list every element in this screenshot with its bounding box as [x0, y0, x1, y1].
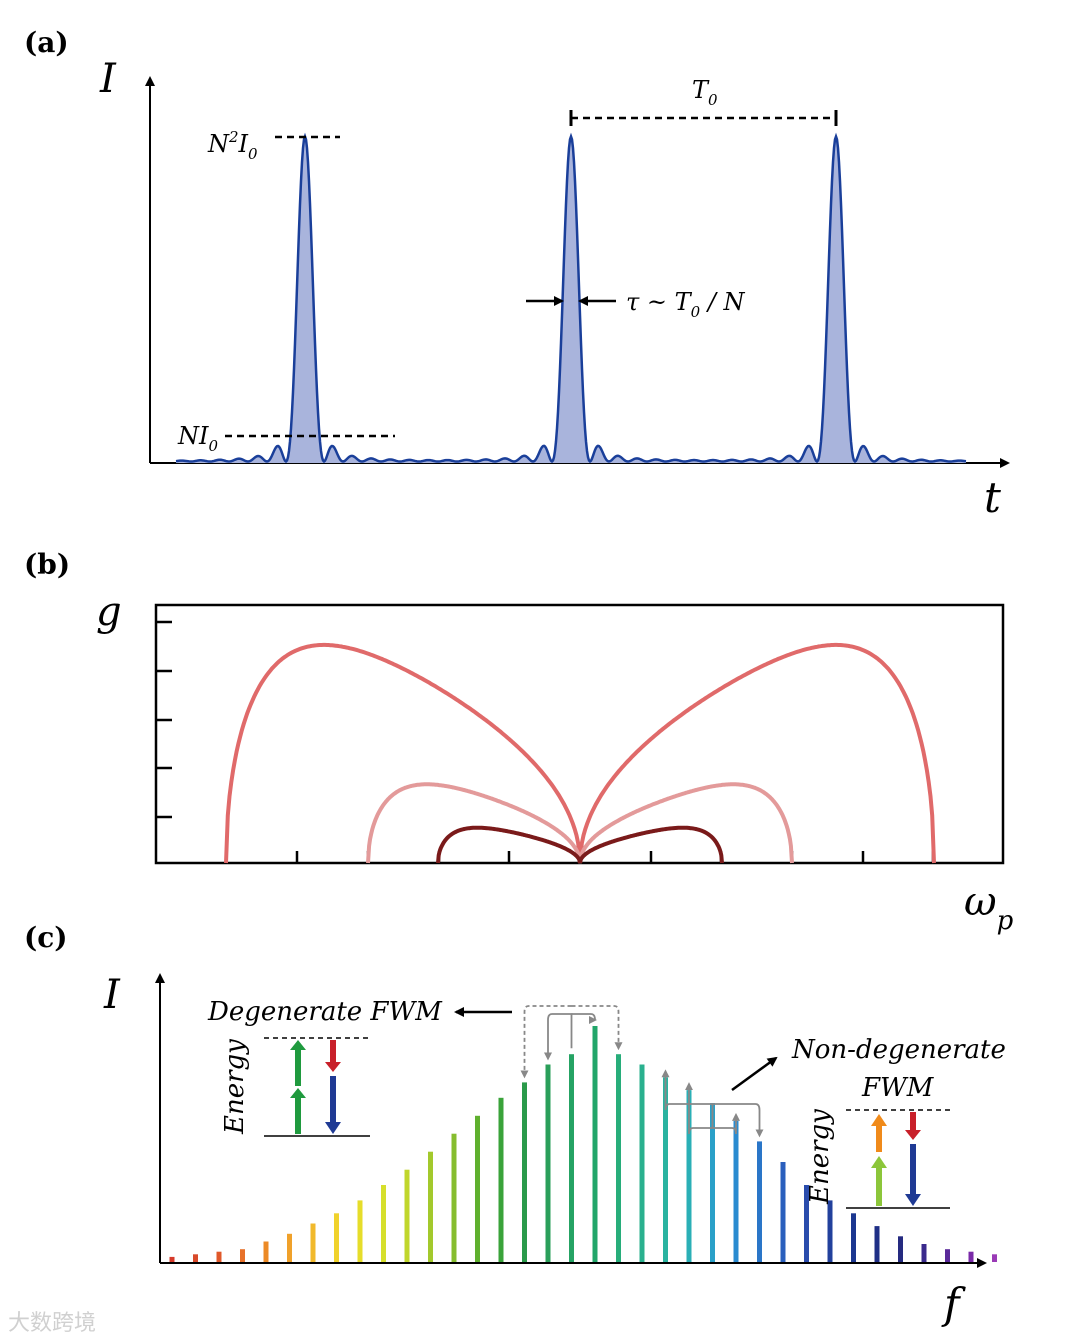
panel-c-x-label: f: [941, 1279, 966, 1328]
comb-line-bar: [921, 1244, 927, 1262]
comb-line-bar: [169, 1256, 175, 1262]
panel-c-tag: (c): [24, 921, 68, 954]
comb-line-bar: [804, 1185, 809, 1262]
comb-line-bar: [357, 1200, 363, 1262]
comb-line-bar: [334, 1213, 339, 1262]
panel-b-frame: [154, 603, 1005, 865]
panel-a: (a) I t N2I0 NI0 T0 τ ~ T0 / N: [24, 26, 1010, 522]
comb-line-bar: [193, 1254, 198, 1262]
degenerate-bracket-inner-right: [571, 1013, 599, 1022]
pump-photon-2: [295, 1048, 301, 1086]
signal-photon: [330, 1040, 336, 1064]
nd-pump-photon-2-head: [871, 1114, 887, 1126]
comb-line-bar: [263, 1241, 269, 1262]
width-label: τ ~ T0 / N: [626, 288, 746, 321]
nd-signal-photon: [910, 1112, 916, 1132]
panel-a-tag: (a): [24, 26, 69, 59]
pump-photon-1: [295, 1096, 301, 1134]
comb-line-bar: [569, 1054, 574, 1262]
comb-line-bar: [898, 1236, 903, 1262]
comb-line-bar: [404, 1169, 410, 1262]
comb-line-bar: [428, 1151, 433, 1262]
degenerate-bracket-outer-right: [571, 1005, 623, 1051]
panel-a-x-label: t: [984, 473, 1001, 522]
nd-pump-photon-2: [876, 1124, 882, 1152]
panel-b: (b) g ωp: [24, 548, 1014, 936]
nd-bracket-inner-left: [685, 1082, 714, 1135]
nondegenerate-fwm-label-line1: Non-degenerate: [791, 1035, 1006, 1065]
comb-line-bar: [780, 1162, 786, 1262]
nd-signal-photon-head: [905, 1130, 921, 1140]
energy-axis-label-left: Energy: [220, 1039, 250, 1135]
comb-line-bar: [522, 1082, 527, 1262]
comb-line-bar: [733, 1120, 739, 1262]
comb-line-bar: [968, 1251, 974, 1262]
panel-c-y-label: I: [103, 972, 121, 1018]
comb-bars: [169, 1026, 997, 1262]
comb-line-bar: [945, 1249, 950, 1262]
comb-line-bar: [639, 1064, 645, 1262]
nd-idler-photon-head: [905, 1194, 921, 1206]
comb-line-bar: [592, 1026, 598, 1262]
panel-a-y-label: I: [99, 56, 117, 102]
comb-line-bar: [616, 1054, 621, 1262]
comb-line-bar: [287, 1233, 292, 1262]
comb-line-bar: [992, 1254, 997, 1262]
pump-photon-2-head: [290, 1040, 306, 1050]
degenerate-bracket-outer-left: [520, 1005, 572, 1079]
comb-line-bar: [498, 1097, 504, 1262]
base-level-label: NI0: [177, 422, 218, 455]
comb-line-bar: [381, 1185, 386, 1262]
peak-level-label: N2I0: [207, 128, 258, 163]
comb-line-bar: [686, 1090, 692, 1262]
degenerate-bracket-inner-left: [544, 1013, 573, 1061]
comb-line-bar: [827, 1200, 833, 1262]
nondegenerate-energy-diagram: Energy: [805, 1109, 950, 1209]
comb-line-bar: [216, 1251, 222, 1262]
idler-photon: [330, 1076, 336, 1124]
nondegenerate-fwm-label-line2: FWM: [861, 1073, 935, 1103]
comb-line-bar: [710, 1103, 715, 1262]
comb-line-bar: [874, 1226, 880, 1262]
panel-b-tag: (b): [24, 548, 70, 581]
watermark: 大数跨境: [8, 1311, 96, 1336]
degenerate-fwm-label: Degenerate FWM: [207, 997, 443, 1027]
panel-b-ticks: [156, 620, 935, 863]
energy-axis-label-right: Energy: [805, 1109, 835, 1205]
pulse-train-curve: [175, 132, 967, 464]
comb-line-bar: [475, 1115, 480, 1262]
gain-curve-outer: [224, 642, 936, 864]
nd-pump-photon-1-head: [871, 1156, 887, 1168]
gain-curve-middle: [366, 782, 794, 864]
period-label: T0: [692, 76, 718, 109]
signal-photon-head: [325, 1062, 341, 1072]
pump-photon-1-head: [290, 1088, 306, 1098]
comb-line-bar: [851, 1213, 856, 1262]
comb-line-bar: [310, 1223, 316, 1262]
comb-line-bar: [451, 1133, 457, 1262]
comb-line-bar: [240, 1249, 245, 1262]
comb-line-bar: [545, 1064, 551, 1262]
nd-pump-photon-1: [876, 1166, 882, 1206]
degenerate-energy-diagram: Energy: [220, 1037, 370, 1137]
nd-bracket-inner-right: [712, 1112, 740, 1135]
nd-bracket-outer-left: [661, 1069, 713, 1111]
pulse-train-fill: [176, 136, 966, 464]
idler-photon-head: [325, 1122, 341, 1134]
nd-idler-photon: [910, 1144, 916, 1196]
panel-b-x-label: ωp: [964, 879, 1014, 936]
panel-b-y-label: g: [96, 589, 122, 635]
nd-bracket-outer-right: [712, 1103, 764, 1138]
nondegenerate-pointer-arrow: [731, 1056, 778, 1092]
fwm-brackets: [520, 1005, 764, 1138]
comb-line-bar: [663, 1077, 668, 1262]
comb-line-bar: [757, 1141, 762, 1262]
gain-curve-inner: [436, 825, 724, 864]
panel-c: (c) I f Degenerate FWM Energy Non-degene…: [24, 921, 1006, 1328]
